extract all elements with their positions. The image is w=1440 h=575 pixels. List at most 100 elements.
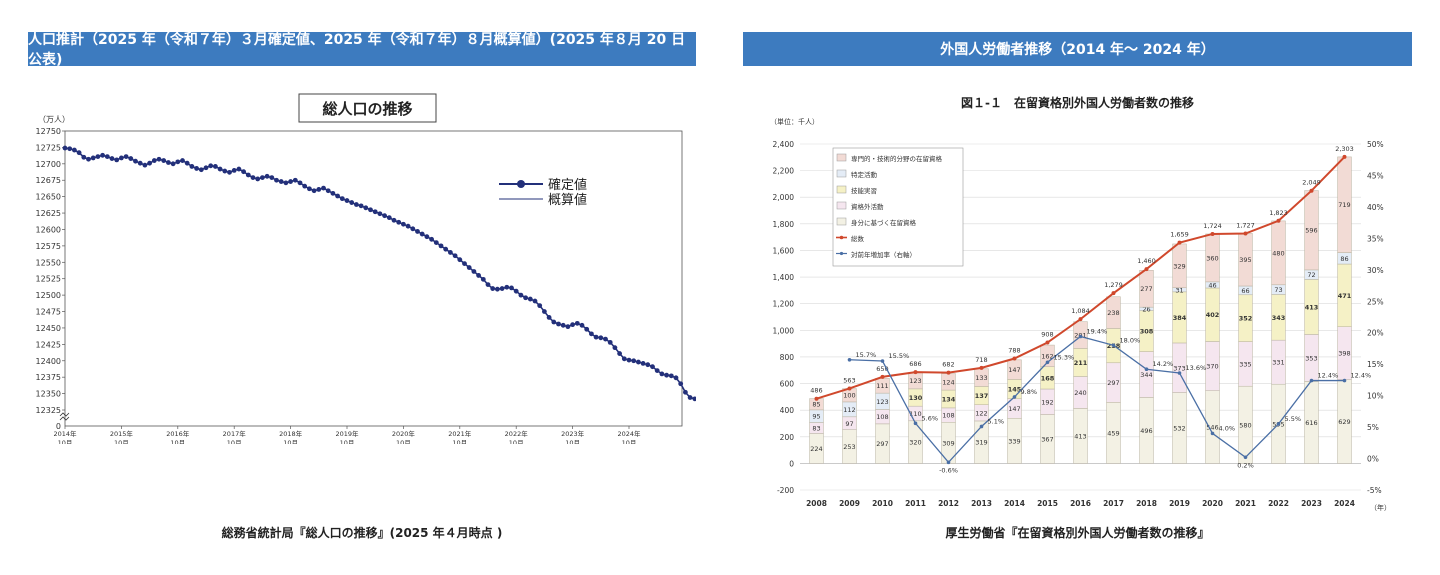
labor-legend-total-marker [839,235,844,240]
pop-confirmed-point [471,269,477,274]
labor-bar-value-label: 629 [1338,418,1350,426]
pop-confirmed-point [114,157,120,163]
pop-x-tick-year: 2018年 [279,429,303,438]
labor-y-tick-label: 2,200 [773,167,795,176]
labor-bar-value-label: 277 [1140,285,1152,293]
labor-x-tick-label: 2022 [1268,499,1289,508]
pop-confirmed-point [405,223,411,229]
labor-y-tick-label: 0 [789,459,794,468]
labor-x-tick-label: 2023 [1301,499,1322,508]
pop-confirmed-point [490,286,496,291]
labor-growth-label: 0.2% [1237,461,1254,469]
pop-y-tick-label: 12650 [36,193,61,202]
pop-title-box [298,93,437,123]
labor-x-tick-label: 2011 [905,499,926,508]
labor-legend-swatch [836,169,847,178]
pop-confirmed-point [668,373,674,379]
pop-confirmed-point [429,236,434,242]
labor-growth-label: 13.6% [1186,364,1207,372]
pop-confirmed-point [603,336,608,342]
pop-confirmed-point [264,173,270,179]
labor-bar-value-label: 95 [812,413,820,421]
labor-y2-tick-label: 30% [1367,266,1384,275]
labor-bar-value-label: 719 [1338,201,1350,209]
labor-x-tick-label: 2020 [1202,499,1223,508]
labor-bar-value-label: 353 [1305,354,1317,362]
pop-confirmed-point [128,156,134,161]
labor-total-label: 686 [909,360,921,368]
pop-confirmed-point [311,188,317,194]
labor-y2-tick-label: 20% [1367,329,1384,338]
labor-total-point [1012,356,1017,361]
labor-bar-segment [1040,344,1055,367]
labor-bar-value-label: 329 [1173,262,1185,270]
labor-legend-label: 対前年増加率（右軸） [851,250,916,259]
labor-bar-value-label: 46 [1208,281,1216,289]
labor-bar-value-label: 147 [1008,405,1020,413]
labor-total-point [814,396,819,401]
labor-y2-tick-label: 25% [1367,297,1384,306]
labor-bar-value-label: 395 [1239,256,1251,264]
labor-bar-value-label: 335 [1239,360,1251,368]
pop-confirmed-point [570,322,575,328]
labor-bar-value-label: 253 [843,443,855,451]
pop-confirmed-point [527,296,533,302]
labor-legend-label: 総数 [851,234,865,243]
labor-x-tick-label: 2013 [971,499,992,508]
pop-y-tick-label: 12350 [36,390,61,399]
labor-total-point [847,386,852,391]
labor-total-label: 2,303 [1335,145,1354,153]
pop-confirmed-point [119,155,124,161]
labor-growth-point [1045,360,1050,365]
labor-bar-value-label: 360 [1206,254,1218,262]
pop-confirmed-point [363,205,369,211]
pop-confirmed-point [415,229,420,234]
labor-bar-value-label: 100 [843,392,855,400]
right-source-caption: 厚生労働省『在留資格別外国人労働者数の推移』 [945,526,1210,540]
labor-total-label: 563 [843,376,855,384]
labor-total-label: 1,659 [1170,231,1189,239]
labor-legend-growth-marker [839,251,844,256]
pop-x-tick-year: 2015年 [110,429,134,438]
pop-confirmed-point [476,273,481,278]
labor-x-tick-label: 2021 [1235,499,1256,508]
pop-x-tick-month: 10月 [170,439,185,444]
labor-total-point [1177,240,1182,245]
labor-x-tick-label: 2019 [1169,499,1190,508]
pop-confirmed-point [372,209,378,215]
labor-x-unit: （年） [1370,503,1391,512]
pop-x-tick-year: 2014年 [53,429,77,438]
pop-y-tick-label: 12675 [36,176,61,185]
pop-x-tick-month: 10月 [114,439,129,444]
pop-x-tick-month: 10月 [622,439,637,444]
labor-bar-value-label: 309 [942,439,954,447]
labor-y-tick-label: 1,800 [773,220,795,229]
pop-confirmed-point [297,180,303,186]
labor-total-point [880,374,885,379]
pop-confirmed-point [546,315,552,320]
pop-x-tick-year: 2019年 [335,429,359,438]
labor-legend-label: 特定活動 [851,170,878,179]
labor-y-tick-label: 1,000 [773,326,795,335]
labor-y-tick-label: 2,400 [773,140,795,149]
labor-bar-value-label: 134 [942,395,956,403]
labor-bar-value-label: 111 [876,382,888,390]
labor-x-tick-label: 2016 [1070,499,1091,508]
pop-confirmed-point [617,351,622,356]
labor-y-tick-label: 1,200 [773,300,795,309]
pop-confirmed-point [335,193,340,199]
pop-confirmed-point [495,286,500,292]
pop-confirmed-point [217,166,223,172]
pop-confirmed-point [302,183,308,189]
labor-bar-value-label: 123 [909,377,921,385]
labor-total-label: 486 [810,387,822,395]
labor-legend-label: 専門的・技術的分野の在留資格 [851,154,943,163]
labor-bar-value-label: 532 [1173,424,1185,432]
labor-legend-label: 技能実習 [851,186,877,195]
pop-confirmed-point [631,358,637,364]
pop-confirmed-point [67,146,73,152]
labor-total-point [1210,231,1215,236]
labor-bar-value-label: 370 [1206,363,1218,371]
labor-bar-value-label: 110 [909,410,921,418]
labor-bar-value-label: 367 [1041,435,1053,443]
